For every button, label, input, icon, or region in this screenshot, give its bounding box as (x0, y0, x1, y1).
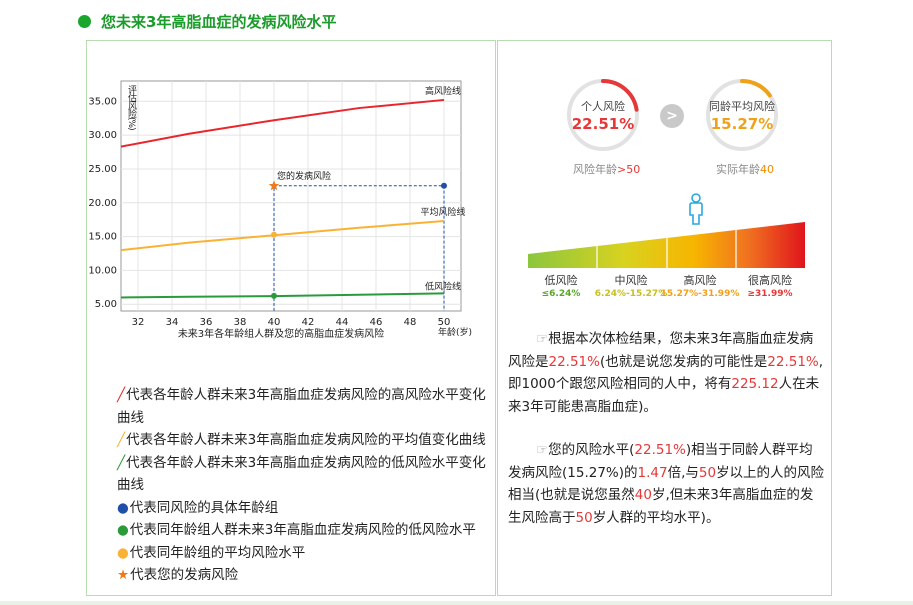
title-bullet-icon (78, 14, 91, 28)
personal-risk-label: 个人风险 (581, 100, 625, 113)
x-tick-label: 50 (438, 317, 451, 328)
series-label: 高风险线 (425, 85, 461, 97)
data-point (271, 292, 277, 299)
average-risk-ring (706, 79, 778, 151)
line-icon: ╱ (117, 432, 126, 448)
legend-item: ╱代表各年龄人群未来3年高脂血症发病风险的高风险水平变化曲线 (117, 384, 497, 429)
actual-age-text: 实际年龄40 (716, 161, 774, 177)
scale-range-medium: 6.24%-15.27% (594, 289, 668, 299)
average-risk-value: 15.27% (710, 115, 774, 133)
x-tick-label: 36 (200, 317, 213, 328)
chart-caption: 未来3年各年龄组人群及您的高脂血症发病风险 (178, 327, 384, 340)
y-tick-label: 20.00 (88, 198, 117, 209)
y-axis-label: 评估风险(%) (126, 85, 137, 130)
section-title: 您未来3年高脂血症的发病风险水平 (78, 10, 336, 32)
chart-panel: 32 34 36 38 40 42 44 46 48 50 5.00 10.00 15.00 20.00 2… (86, 40, 496, 596)
risk-guide-lines (273, 185, 445, 311)
x-tick-label: 44 (336, 317, 349, 328)
x-tick-label: 42 (302, 317, 315, 328)
legend-item: ●代表同年龄组的平均风险水平 (117, 542, 497, 565)
risk-scale-bar (528, 222, 805, 268)
average-risk-gauge: 同龄平均风险 15.27% (704, 77, 780, 157)
pointing-hand-icon: ☞ (536, 331, 549, 347)
dot-icon: ● (117, 544, 129, 561)
legend-item: ╱代表各年龄人群未来3年高脂血症发病风险的低风险水平变化曲线 (117, 452, 497, 497)
y-tick-label: 15.00 (88, 232, 117, 243)
dot-icon: ● (117, 522, 129, 538)
gauge-fill-arc (601, 79, 639, 112)
scale-range-very-high: ≥31.99% (747, 289, 793, 299)
data-point (441, 182, 447, 189)
y-tick-label: 5.00 (95, 299, 117, 310)
actual-age-value: 40 (760, 163, 774, 176)
line-icon: ╱ (117, 454, 126, 471)
x-tick-label: 40 (268, 317, 281, 328)
risk-line-chart: 32 34 36 38 40 42 44 46 48 50 5.00 10.00 15.00 20.00 2… (88, 80, 472, 340)
user-risk-label: 您的发病风险 (277, 170, 331, 182)
chart-legend: ╱代表各年龄人群未来3年高脂血症发病风险的高风险水平变化曲线 ╱代表各年龄人群未来… (117, 384, 497, 587)
personal-risk-ring (567, 79, 639, 151)
scale-level-very-high: 很高风险 (748, 274, 792, 287)
series-line (120, 98, 445, 148)
scale-range-low: ≤6.24% (541, 289, 581, 299)
y-tick-label: 35.00 (88, 96, 117, 107)
legend-item: ●代表同风险的具体年龄组 (117, 497, 497, 520)
summary-panel (497, 40, 832, 596)
personal-risk-value: 22.51% (571, 115, 635, 133)
legend-text: 代表同风险的具体年龄组 (129, 499, 279, 516)
x-tick-label: 38 (234, 317, 247, 328)
legend-item: ╱代表各年龄人群未来3年高脂血症发病风险的平均值变化曲线 (117, 429, 497, 452)
result-paragraph: ☞根据本次体检结果，您未来3年高脂血症发病风险是22.51%(也就是说您发病的可… (508, 331, 824, 415)
actual-age-label: 实际年龄 (716, 163, 760, 176)
y-tick-label: 30.00 (88, 130, 117, 141)
bottom-divider (0, 601, 913, 605)
data-point (271, 231, 277, 238)
x-tick-label: 32 (132, 317, 145, 328)
scale-level-high: 高风险 (683, 274, 717, 287)
comparison-paragraph: ☞您的风险水平(22.51%)相当于同龄人群平均发病风险(15.27%)的1.4… (508, 442, 825, 526)
series-label: 低风险线 (425, 280, 461, 292)
legend-item: ●代表同年龄组人群未来3年高脂血症发病风险的低风险水平 (117, 519, 497, 542)
legend-text: 代表各年龄人群未来3年高脂血症发病风险的平均值变化曲线 (126, 432, 486, 448)
gauge-fill-arc (740, 79, 772, 98)
y-tick-label: 10.00 (88, 265, 117, 276)
pointing-hand-icon: ☞ (536, 442, 549, 458)
person-marker-icon (689, 193, 703, 225)
legend-text: 代表同年龄组的平均风险水平 (129, 544, 306, 561)
star-icon: ★ (117, 567, 130, 583)
scale-level-low: 低风险 (544, 274, 578, 287)
risk-age-value: >50 (617, 163, 641, 176)
x-tick-label: 34 (166, 317, 179, 328)
compare-greater-icon: > (660, 104, 684, 128)
series-label: 平均风险线 (420, 206, 465, 218)
y-tick-label: 25.00 (88, 164, 117, 175)
x-tick-label: 46 (370, 317, 383, 328)
page-title: 您未来3年高脂血症的发病风险水平 (101, 12, 337, 31)
scale-range-high: 15.27%-31.99% (660, 289, 740, 299)
risk-age-label: 风险年龄 (573, 163, 617, 176)
legend-item: ★代表您的发病风险 (117, 564, 497, 587)
legend-text: 代表同年龄组人群未来3年高脂血症发病风险的低风险水平 (129, 522, 476, 538)
legend-text: 代表各年龄人群未来3年高脂血症发病风险的高风险水平变化曲线 (117, 387, 486, 426)
line-icon: ╱ (117, 387, 126, 403)
risk-age-text: 风险年龄>50 (573, 161, 640, 177)
personal-risk-gauge: 个人风险 22.51% (565, 77, 641, 157)
plot-area (120, 80, 462, 312)
user-risk-star (268, 180, 280, 191)
legend-text: 代表您的发病风险 (130, 567, 239, 583)
dot-icon: ● (117, 499, 129, 516)
scale-level-medium: 中风险 (614, 274, 648, 287)
x-axis-label: 年龄(岁) (438, 326, 472, 338)
average-risk-label: 同龄平均风险 (709, 100, 775, 113)
legend-text: 代表各年龄人群未来3年高脂血症发病风险的低风险水平变化曲线 (117, 454, 486, 494)
x-tick-label: 48 (404, 317, 417, 328)
